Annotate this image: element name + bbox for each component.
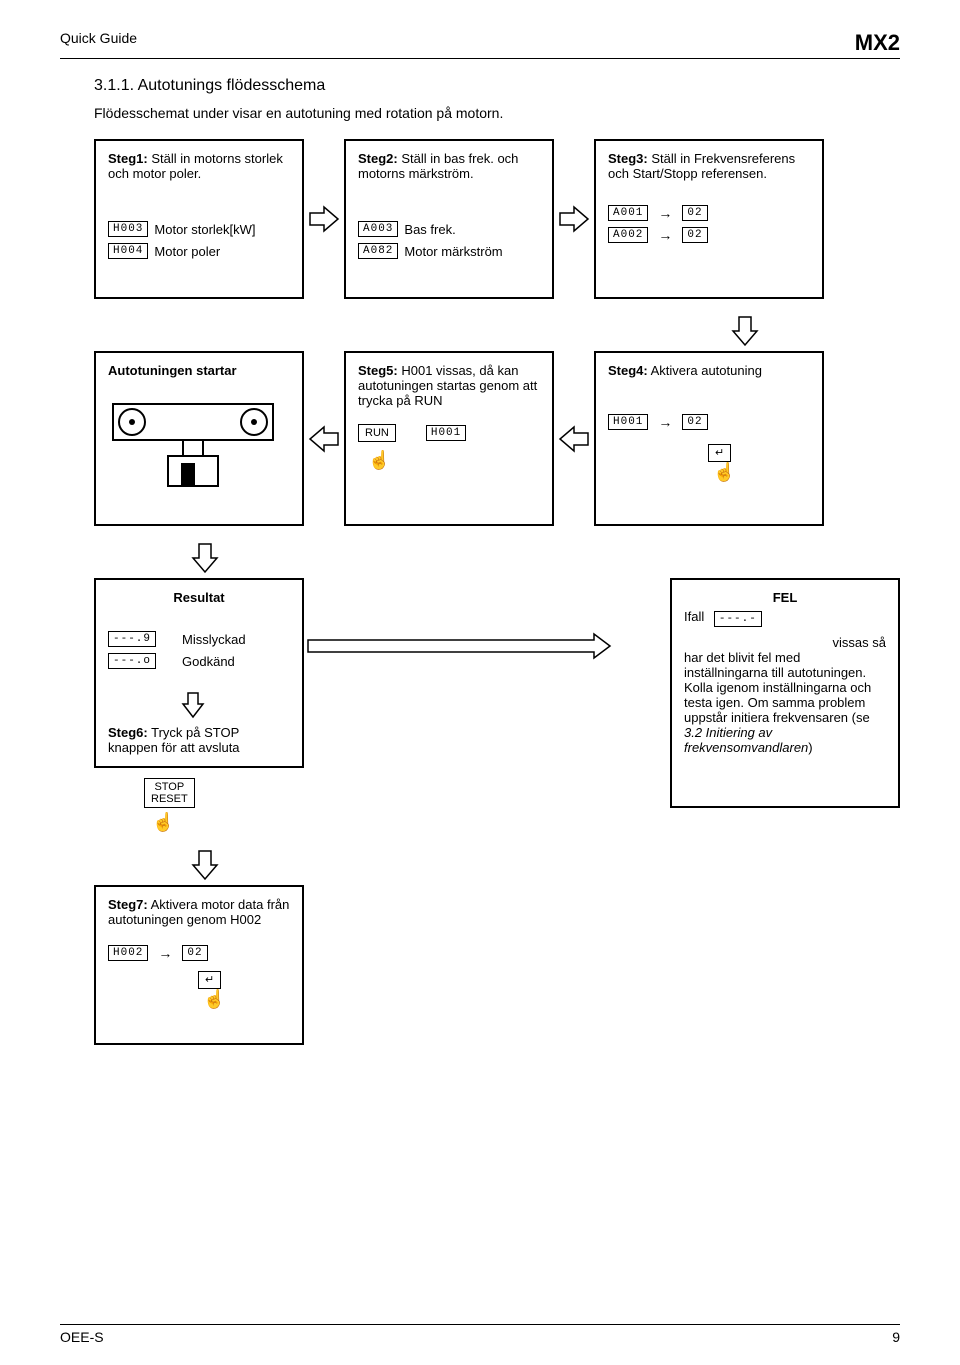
enter-key-icon: ↵ [198,971,221,989]
row-result-fel: Resultat ---.9 Misslyckad ---.o Godkänd … [94,578,900,833]
footer-left: OEE-S [60,1329,104,1345]
hand-icon: ☝ [368,450,540,471]
arrow-left-icon [304,414,344,464]
row-steps-1-3: Steg1: Ställ in motorns storlek och moto… [94,139,900,299]
step3-param1: A001 → 02 [608,205,810,221]
box-step5: Steg5: H001 vissas, då kan autotuningen … [344,351,554,526]
arrow-right-icon [554,194,594,244]
enter-key-icon: ↵ [708,444,731,462]
page-header: Quick Guide MX2 [60,30,900,59]
down-arrow-container [720,311,900,351]
page-footer: OEE-S 9 [60,1324,900,1345]
step1-param2: H004 Motor poler [108,243,290,259]
intro-text: Flödesschemat under visar en autotuning … [94,105,900,121]
hand-icon: ☝ [152,812,304,833]
row-steps-5-4: Autotuningen startar Steg5: [94,351,900,526]
step3-param2: A002 → 02 [608,227,810,243]
arrow-right-icon [304,194,344,244]
header-right: MX2 [855,30,900,56]
hand-icon: ☝ [203,989,290,1010]
box-step1: Steg1: Ställ in motorns storlek och moto… [94,139,304,299]
box-step4: Steg4: Aktivera autotuning H001 → 02 ↵ ☝ [594,351,824,526]
box-resultat: Resultat ---.9 Misslyckad ---.o Godkänd … [94,578,304,768]
box-step3: Steg3: Ställ in Frekvensreferens och Sta… [594,139,824,299]
motor-device-icon [108,396,290,491]
step2-param1: A003 Bas frek. [358,221,540,237]
box-autotune-start: Autotuningen startar [94,351,304,526]
arrow-down-icon [180,538,230,578]
arrow-left-icon [554,414,594,464]
header-left: Quick Guide [60,30,137,56]
run-button-label: RUN [358,424,396,442]
section-title: 3.1.1. Autotunings flödesschema [94,77,900,95]
footer-right: 9 [892,1329,900,1345]
hand-icon: ☝ [713,462,810,483]
step2-param2: A082 Motor märkström [358,243,540,259]
arrow-down-icon [180,845,230,885]
box-step2: Steg2: Ställ in bas frek. och motorns mä… [344,139,554,299]
stop-reset-button-label: STOPRESET [144,778,195,808]
box-fel: FEL Ifall ---.- vissas så har det blivit… [670,578,900,808]
long-arrow-right [304,578,670,667]
row-step7: Steg7: Aktivera motor data från autotuni… [94,885,900,1045]
step1-param1: H003 Motor storlek[kW] [108,221,290,237]
arrow-down-icon [720,311,770,351]
box-step7: Steg7: Aktivera motor data från autotuni… [94,885,304,1045]
arrow-down-icon [168,685,218,725]
